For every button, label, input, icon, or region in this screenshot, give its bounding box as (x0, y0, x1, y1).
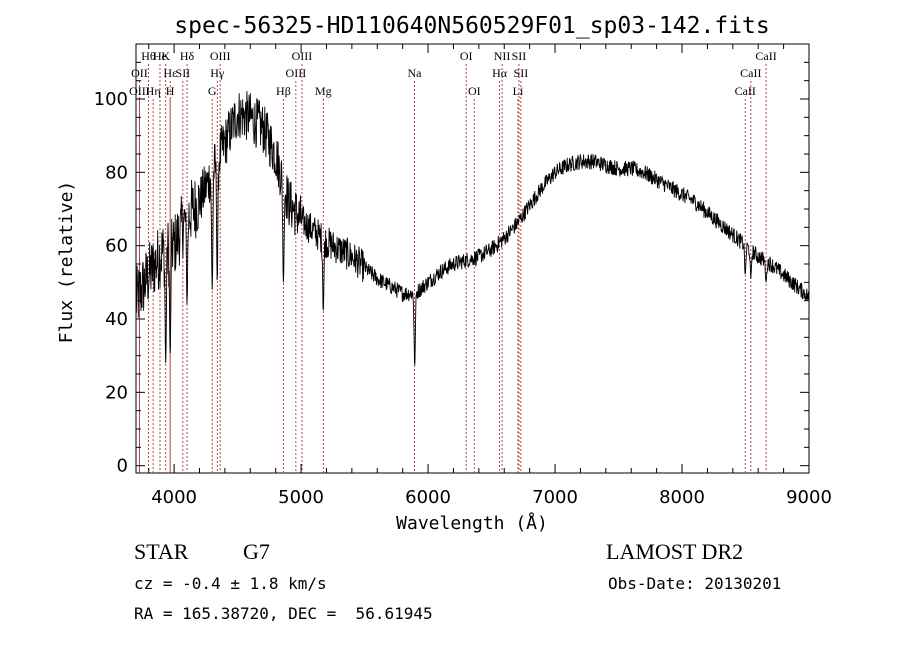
spectral-line-label: Hε (163, 66, 177, 80)
spectral-line-label: Hθ (141, 49, 156, 63)
spectral-line-markers (138, 64, 767, 473)
y-tick-label: 60 (105, 236, 128, 257)
x-tick-label: 7000 (532, 487, 578, 508)
spectral-line-label: Hη (146, 84, 161, 98)
spectral-line-label: CaII (735, 84, 756, 98)
spectral-line-label: OIII (210, 49, 231, 63)
spectral-line-label: SII (514, 66, 529, 80)
spectral-line-label: H (166, 84, 175, 98)
spectral-line-label: OI (468, 84, 481, 98)
y-tick-label: 20 (105, 382, 128, 403)
spectrum-series (135, 91, 810, 366)
x-tick-label: 5000 (278, 487, 324, 508)
obs-date: Obs-Date: 20130201 (608, 574, 781, 593)
chart-title: spec-56325-HD110640N560529F01_sp03-142.f… (174, 13, 769, 39)
coordinates: RA = 165.38720, DEC = 56.61945 (134, 604, 433, 623)
spectral-line-label: Hβ (276, 84, 291, 98)
spectral-line-label: NII (494, 49, 511, 63)
y-tick-label: 100 (94, 89, 128, 110)
redshift-label: cz = -0.4 ± 1.8 km/s (134, 574, 327, 593)
x-tick-label: 4000 (151, 487, 197, 508)
y-tick-label: 40 (105, 309, 128, 330)
spectral-line-label: OIII (286, 66, 307, 80)
spectral-line-label: SII (176, 66, 191, 80)
object-subclass: G7 (243, 539, 270, 564)
spectral-line-label: Hα (492, 66, 508, 80)
x-tick-label: 8000 (659, 487, 705, 508)
spectral-line-label: Hδ (180, 49, 195, 63)
y-axis-label: Flux (relative) (56, 181, 77, 344)
object-class: STAR (134, 539, 189, 564)
spectral-line-label: CaII (740, 66, 761, 80)
spectral-line-label: He (153, 49, 167, 63)
x-tick-label: 9000 (786, 487, 832, 508)
x-axis: 4000 5000 6000 7000 8000 9000 (148, 44, 832, 508)
spectral-line-label: OIII (129, 84, 150, 98)
spectral-line-label: SII (512, 49, 527, 63)
spectral-line-label: K (161, 49, 170, 63)
y-tick-label: 0 (117, 456, 128, 477)
spectral-line-label: Hγ (210, 66, 225, 80)
y-axis: 0 20 40 60 80 100 (94, 61, 809, 477)
spectrum-line (135, 91, 810, 366)
plot-frame (135, 43, 810, 474)
spectral-line-label: OIII (292, 49, 313, 63)
spectral-line-label: CaII (755, 49, 776, 63)
survey-name: LAMOST DR2 (606, 539, 743, 564)
spectral-line-label: OI (460, 49, 473, 63)
y-tick-label: 80 (105, 162, 128, 183)
spectral-line-label: Na (407, 66, 422, 80)
spectral-line-label: G (208, 84, 217, 98)
spectral-line-label: Mg (315, 84, 332, 98)
spectral-line-label: Li (513, 84, 524, 98)
spectral-line-label: OII (131, 66, 148, 80)
x-axis-label: Wavelength (Å) (396, 512, 548, 534)
x-tick-label: 6000 (405, 487, 451, 508)
